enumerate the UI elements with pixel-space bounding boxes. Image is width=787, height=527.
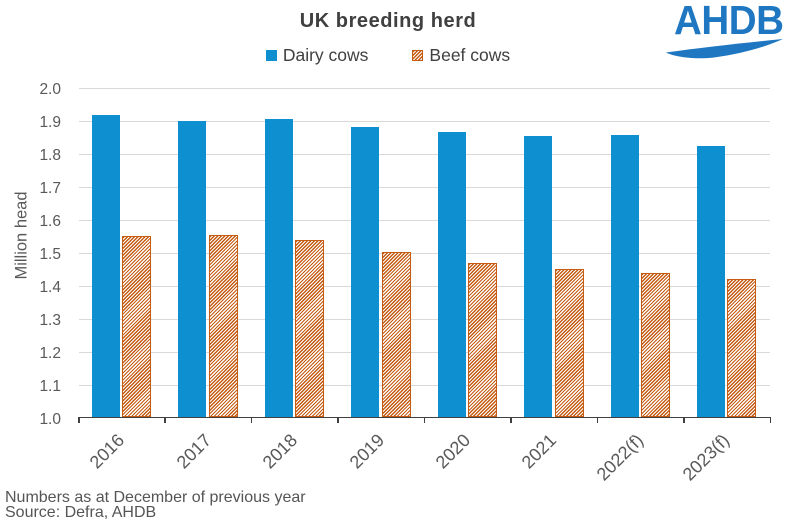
y-tick-label: 1.7	[39, 179, 61, 197]
ahdb-logo: AHDB	[664, 0, 784, 60]
bar-dairy-cows-2022(f)	[610, 135, 639, 418]
bar-dairy-cows-2020	[437, 131, 466, 418]
x-tick	[510, 418, 512, 423]
x-tick	[164, 418, 166, 423]
gridline	[79, 120, 770, 122]
bar-beef-cows-2022(f)	[640, 273, 670, 418]
gridline	[79, 351, 770, 353]
x-tick-label: 2019	[345, 430, 388, 473]
bar-dairy-cows-2017	[178, 121, 207, 418]
x-tick	[250, 418, 253, 423]
dairy-swatch-icon	[265, 50, 277, 61]
y-tick-label: 1.2	[39, 344, 61, 362]
bar-beef-cows-2017	[208, 234, 238, 418]
bar-dairy-cows-2019	[351, 127, 380, 418]
footnotes: Numbers as at December of previous year …	[5, 488, 306, 521]
bar-dairy-cows-2021	[524, 136, 553, 418]
x-axis-line	[78, 416, 771, 419]
legend-label-dairy: Dairy cows	[282, 45, 369, 65]
bar-beef-cows-2023(f)	[727, 279, 757, 418]
gridline	[79, 186, 770, 188]
x-tick-label: 2021	[518, 430, 561, 473]
beef-swatch-icon	[412, 50, 424, 61]
ahdb-logo-text: AHDB	[674, 0, 784, 43]
gridline	[79, 219, 770, 221]
bar-beef-cows-2016	[122, 236, 152, 418]
x-tick	[769, 418, 771, 423]
x-tick-label: 2022(f)	[592, 430, 647, 485]
footnote-note: Numbers as at December of previous year	[5, 488, 306, 506]
y-tick-label: 1.3	[39, 311, 61, 329]
bar-beef-cows-2020	[468, 262, 498, 418]
bar-beef-cows-2021	[554, 268, 584, 418]
footnote-source: Source: Defra, AHDB	[5, 503, 157, 521]
bar-dairy-cows-2016	[92, 115, 120, 418]
gridline	[79, 384, 770, 386]
gridline	[79, 285, 770, 287]
bar-beef-cows-2019	[381, 252, 411, 418]
x-tick	[78, 418, 80, 423]
y-tick-label: 1.1	[39, 377, 61, 395]
legend-item-beef: Beef cows	[412, 45, 510, 66]
bar-dairy-cows-2023(f)	[697, 145, 726, 418]
ahdb-logo-swoosh-icon	[666, 39, 783, 59]
y-tick-label: 1.5	[39, 245, 61, 263]
gridline	[79, 153, 770, 155]
x-tick	[337, 418, 339, 423]
y-tick-label: 1.0	[39, 410, 61, 428]
bar-dairy-cows-2018	[264, 119, 293, 418]
legend-item-dairy: Dairy cows	[265, 45, 369, 66]
gridline	[79, 252, 770, 254]
gridline	[79, 318, 770, 320]
y-tick-label: 2.0	[39, 81, 61, 98]
x-tick-label: 2023(f)	[678, 430, 734, 485]
y-tick-label: 1.9	[39, 113, 61, 131]
legend-label-beef: Beef cows	[429, 45, 511, 65]
gridline	[79, 88, 770, 89]
x-tick-label: 2020	[431, 430, 475, 473]
y-tick-label: 1.6	[39, 212, 61, 230]
chart-legend: Dairy cows Beef cows	[88, 45, 688, 66]
bar-beef-cows-2018	[295, 239, 325, 418]
y-tick-label: 1.8	[39, 146, 61, 164]
chart-title: UK breeding herd	[299, 9, 477, 32]
x-tick	[423, 418, 426, 423]
x-tick	[596, 418, 599, 423]
y-tick-label: 1.4	[39, 278, 61, 296]
x-tick	[683, 418, 685, 423]
